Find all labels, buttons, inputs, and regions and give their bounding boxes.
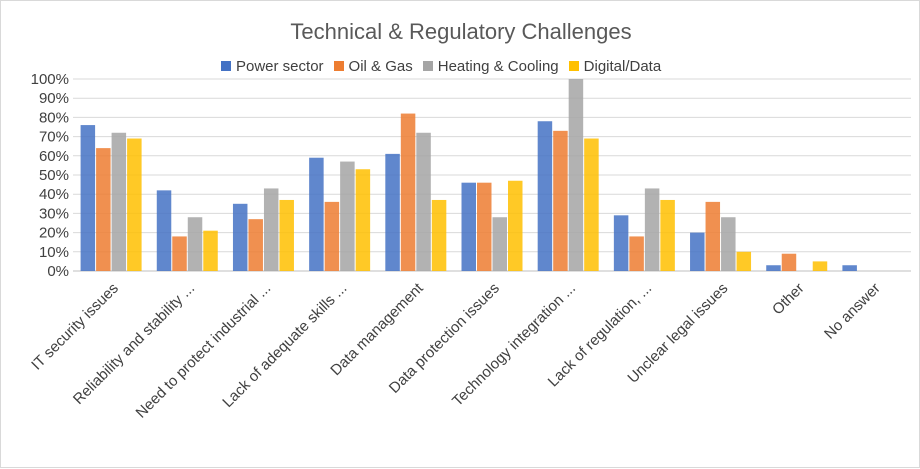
bar (690, 232, 705, 271)
chart-legend: Power sector Oil & Gas Heating & Cooling Di… (221, 56, 671, 76)
legend-label: Heating & Cooling (437, 57, 559, 75)
bar (584, 138, 599, 271)
bar (203, 230, 218, 271)
bar (736, 251, 752, 271)
y-tick-label: 100% (31, 71, 69, 88)
bar (492, 217, 507, 271)
bar (568, 79, 584, 271)
bar (766, 265, 781, 271)
bar (613, 215, 629, 271)
legend-item: Digital/Data (568, 57, 662, 75)
y-tick-label: 80% (39, 109, 69, 126)
bar (80, 125, 96, 271)
bar (508, 180, 523, 271)
bar (324, 201, 340, 271)
bar (279, 199, 294, 271)
legend-label: Oil & Gas (348, 57, 413, 75)
y-tick-label: 50% (39, 167, 69, 184)
bar (842, 265, 857, 271)
legend-swatch (422, 61, 433, 71)
bar (477, 182, 492, 271)
bar (812, 261, 828, 271)
bar (721, 217, 736, 271)
x-tick-label: Lack of adequate skills ... (219, 280, 350, 411)
bar (400, 113, 416, 271)
legend-swatch (568, 61, 579, 71)
y-tick-label: 20% (39, 225, 69, 242)
bar (660, 199, 675, 271)
bar (156, 190, 172, 271)
legend-label: Digital/Data (583, 57, 662, 75)
legend-item: Heating & Cooling (422, 57, 559, 75)
bar (537, 121, 553, 272)
legend-swatch (333, 61, 344, 71)
bar (416, 132, 431, 271)
legend-item: Oil & Gas (333, 57, 413, 75)
bar (187, 217, 203, 271)
bar (461, 182, 476, 271)
y-tick-label: 60% (39, 148, 69, 165)
bar (385, 153, 400, 271)
bar (431, 199, 447, 271)
bar (340, 161, 355, 271)
x-tick-label: Technology integration ... (449, 280, 579, 410)
x-tick-label: Reliability and stability ... (70, 280, 198, 408)
bar (309, 157, 324, 271)
y-tick-label: 0% (47, 263, 69, 280)
chart-title: Technical & Regulatory Challenges (290, 19, 632, 44)
y-tick-label: 90% (39, 90, 69, 107)
bar (96, 148, 111, 271)
bar (232, 203, 248, 271)
legend-item: Power sector (221, 58, 324, 75)
bar (111, 132, 127, 271)
bar (263, 188, 279, 271)
x-tick-label: No answer (821, 280, 884, 343)
x-tick-label: Need to protect industrial ... (133, 280, 275, 422)
y-tick-label: 10% (39, 244, 69, 261)
x-tick-label: Other (769, 280, 808, 319)
bar (248, 219, 263, 271)
y-tick-label: 40% (39, 186, 69, 203)
y-tick-label: 70% (39, 129, 69, 146)
bar (781, 253, 797, 271)
bar (355, 169, 371, 271)
y-tick-label: 30% (39, 205, 69, 222)
bar (644, 188, 660, 271)
bar (172, 236, 187, 271)
legend-swatch (221, 61, 231, 71)
bar (553, 130, 568, 271)
bar (705, 201, 721, 271)
legend-label: Power sector (236, 57, 324, 75)
bar (629, 236, 644, 271)
bar (127, 138, 142, 271)
